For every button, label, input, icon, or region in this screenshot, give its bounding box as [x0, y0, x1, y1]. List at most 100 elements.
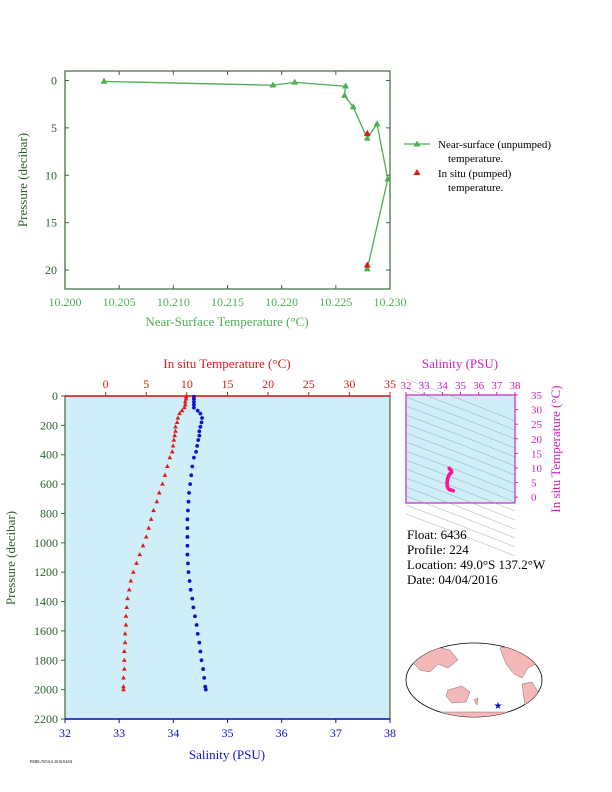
salinity-point: [203, 684, 208, 689]
top-x-axis-label: Near-Surface Temperature (°C): [145, 314, 308, 329]
salinity-point: [188, 587, 193, 592]
top-y-tick-label: 20: [45, 263, 57, 277]
ts-x-tick-label: 34: [437, 380, 449, 392]
salinity-point: [199, 658, 204, 663]
salinity-point: [186, 508, 190, 513]
salinity-point: [186, 561, 190, 566]
profile-top-axis-label: In situ Temperature (°C): [163, 356, 290, 371]
density-contour: [405, 396, 516, 440]
salinity-point: [192, 402, 196, 407]
temperature-point: [125, 596, 130, 601]
top-y-tick-label: 5: [51, 121, 57, 135]
temperature-point: [143, 534, 149, 539]
temp-tick-label: 35: [384, 377, 396, 391]
temperature-point: [121, 648, 127, 654]
density-contour: [405, 468, 516, 512]
ts-density-contours: [405, 378, 516, 557]
near-surface-point: [384, 175, 392, 182]
top-x-tick-label: 10.200: [49, 295, 82, 309]
legend-in-situ-label: In situ (pumped): [438, 168, 512, 180]
pressure-tick-label: 0: [52, 389, 58, 403]
legend-near-surface-label-2: temperature.: [448, 153, 504, 165]
near-surface-point: [100, 77, 108, 84]
density-contour: [405, 405, 516, 449]
temp-tick-label: 25: [303, 377, 315, 391]
density-contour: [405, 513, 516, 557]
location: Location: 49.0°S 137.2°W: [407, 557, 546, 572]
density-contour: [405, 477, 516, 521]
temperature-point: [167, 455, 173, 460]
temperature-point: [179, 408, 185, 413]
salinity-tick-label: 36: [276, 726, 288, 740]
temperature-point: [183, 394, 189, 399]
ts-diagram: 32 33 34 35 36 37 38 0 5 10 15 20 25 30 35 Salinity (P…: [401, 356, 563, 557]
pressure-tick-label: 600: [40, 477, 58, 491]
float-info: Float: 6436 Profile: 224 Location: 49.0°…: [407, 527, 546, 587]
temperature-point: [170, 443, 176, 448]
salinity-point: [194, 623, 199, 627]
salinity-point: [197, 433, 202, 438]
ts-y-tick-label: 5: [531, 478, 537, 490]
top-y-tick-label: 0: [51, 73, 57, 87]
map-greenland: [529, 643, 542, 651]
temperature-point: [151, 507, 156, 513]
temperature-point: [160, 481, 165, 486]
salinity-point: [198, 649, 203, 654]
pressure-tick-label: 2000: [34, 683, 58, 697]
float-location-marker: ★: [494, 701, 503, 712]
near-surface-line: [103, 80, 389, 270]
temperature-point: [126, 587, 132, 592]
salinity-point: [201, 667, 206, 671]
near-surface-point: [341, 91, 348, 98]
in-situ-point: [363, 129, 371, 136]
temperature-point: [134, 560, 139, 565]
temperature-point: [128, 578, 134, 583]
top-y-tick-label: 15: [45, 216, 57, 230]
salinity-point: [190, 596, 195, 601]
profile-series: [121, 394, 208, 692]
top-y-tick-label: 10: [45, 168, 57, 182]
salinity-point: [190, 464, 195, 469]
near-surface-point: [269, 81, 277, 88]
near-surface-point: [291, 78, 299, 85]
salinity-tick-label: 37: [330, 726, 342, 740]
float-id: Float: 6436: [407, 527, 467, 542]
density-contour: [405, 504, 516, 548]
temperature-point: [182, 402, 188, 407]
temperature-point: [146, 525, 152, 530]
density-contour: [405, 459, 516, 503]
salinity-point: [195, 444, 200, 448]
salinity-point: [194, 449, 198, 454]
legend: Near-surface (unpumped) temperature. In …: [404, 139, 551, 194]
salinity-point: [186, 570, 191, 575]
temperature-point: [121, 675, 126, 680]
temperature-point: [137, 551, 143, 557]
salinity-point: [187, 491, 191, 495]
ts-x-tick-label: 33: [419, 380, 431, 392]
ts-plot-frame: [405, 394, 516, 504]
profile-ticks: 0 5 10 15 20 25 30 35 32 33 34 35 36 37 38 0 200 400 600 80…: [34, 377, 396, 740]
ts-ticks: 32 33 34 35 36 37 38 0 5 10 15 20 25 30 35: [401, 380, 543, 504]
ts-y-tick-label: 0: [531, 492, 537, 504]
ts-x-tick-label: 35: [455, 380, 467, 392]
temperature-point: [165, 463, 170, 469]
top-ticks: 10.200 10.205 10.210 10.215 10.220 10.225 10.2…: [45, 71, 407, 309]
ts-point: [447, 466, 452, 471]
salinity-point: [185, 517, 190, 522]
salinity-tick-label: 32: [59, 726, 71, 740]
temperature-point: [148, 516, 154, 521]
salinity-point: [195, 408, 200, 413]
salinity-point: [192, 455, 196, 460]
temperature-point: [121, 666, 127, 671]
temperature-point: [123, 622, 129, 627]
top-x-tick-label: 10.230: [374, 295, 407, 309]
near-surface-point: [342, 82, 350, 89]
salinity-point: [199, 420, 204, 425]
salinity-point: [196, 438, 201, 442]
temp-tick-label: 15: [222, 377, 234, 391]
temperature-point: [122, 631, 128, 636]
temperature-point: [123, 613, 129, 618]
salinity-point: [193, 614, 197, 619]
top-y-axis-label: Pressure (decibar): [15, 133, 30, 227]
